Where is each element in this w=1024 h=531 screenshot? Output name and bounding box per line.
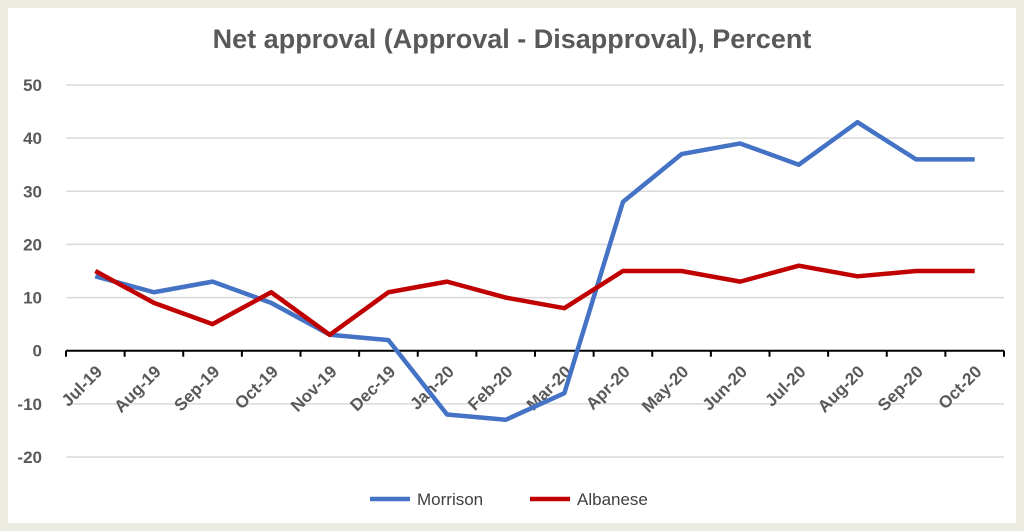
x-tick-label: Dec-19	[346, 362, 399, 415]
legend: Morrison Albanese	[370, 490, 648, 509]
y-tick-label: -20	[17, 448, 42, 467]
chart-card	[8, 8, 1016, 523]
y-tick-label: 40	[23, 129, 42, 148]
legend-label-albanese: Albanese	[577, 490, 648, 509]
x-tick-label: Oct-19	[231, 362, 282, 413]
x-tick-label: Sep-20	[874, 362, 927, 415]
gridlines	[66, 84, 1004, 458]
y-axis-ticks: 50 40 30 20 10 0 -10 -20	[17, 76, 42, 467]
x-tick-label: Oct-20	[935, 362, 986, 413]
x-tick-label: Sep-19	[171, 362, 224, 415]
x-tick-label: Aug-20	[814, 362, 868, 416]
y-tick-label: 50	[23, 76, 42, 95]
series-lines	[94, 119, 975, 423]
y-tick-label: 20	[23, 235, 42, 254]
y-tick-label: 30	[23, 182, 42, 201]
x-tick-label: Aug-19	[111, 362, 165, 416]
legend-label-morrison: Morrison	[417, 490, 483, 509]
x-tick-label: Feb-20	[464, 362, 516, 414]
x-tick-label: Jul-20	[761, 362, 809, 410]
y-tick-label: -10	[17, 395, 42, 414]
x-tick-label: Nov-19	[287, 362, 341, 416]
x-tick-label: Jul-19	[58, 362, 106, 410]
x-tick-label: Apr-20	[582, 362, 634, 414]
y-tick-label: 0	[33, 342, 42, 361]
x-tick-label: Jun-20	[699, 362, 751, 414]
series-line-albanese	[94, 263, 975, 338]
series-line-morrison	[94, 119, 975, 423]
y-tick-label: 10	[23, 289, 42, 308]
chart-title: Net approval (Approval - Disapproval), P…	[213, 24, 812, 54]
x-tick-label: May-20	[638, 362, 692, 416]
